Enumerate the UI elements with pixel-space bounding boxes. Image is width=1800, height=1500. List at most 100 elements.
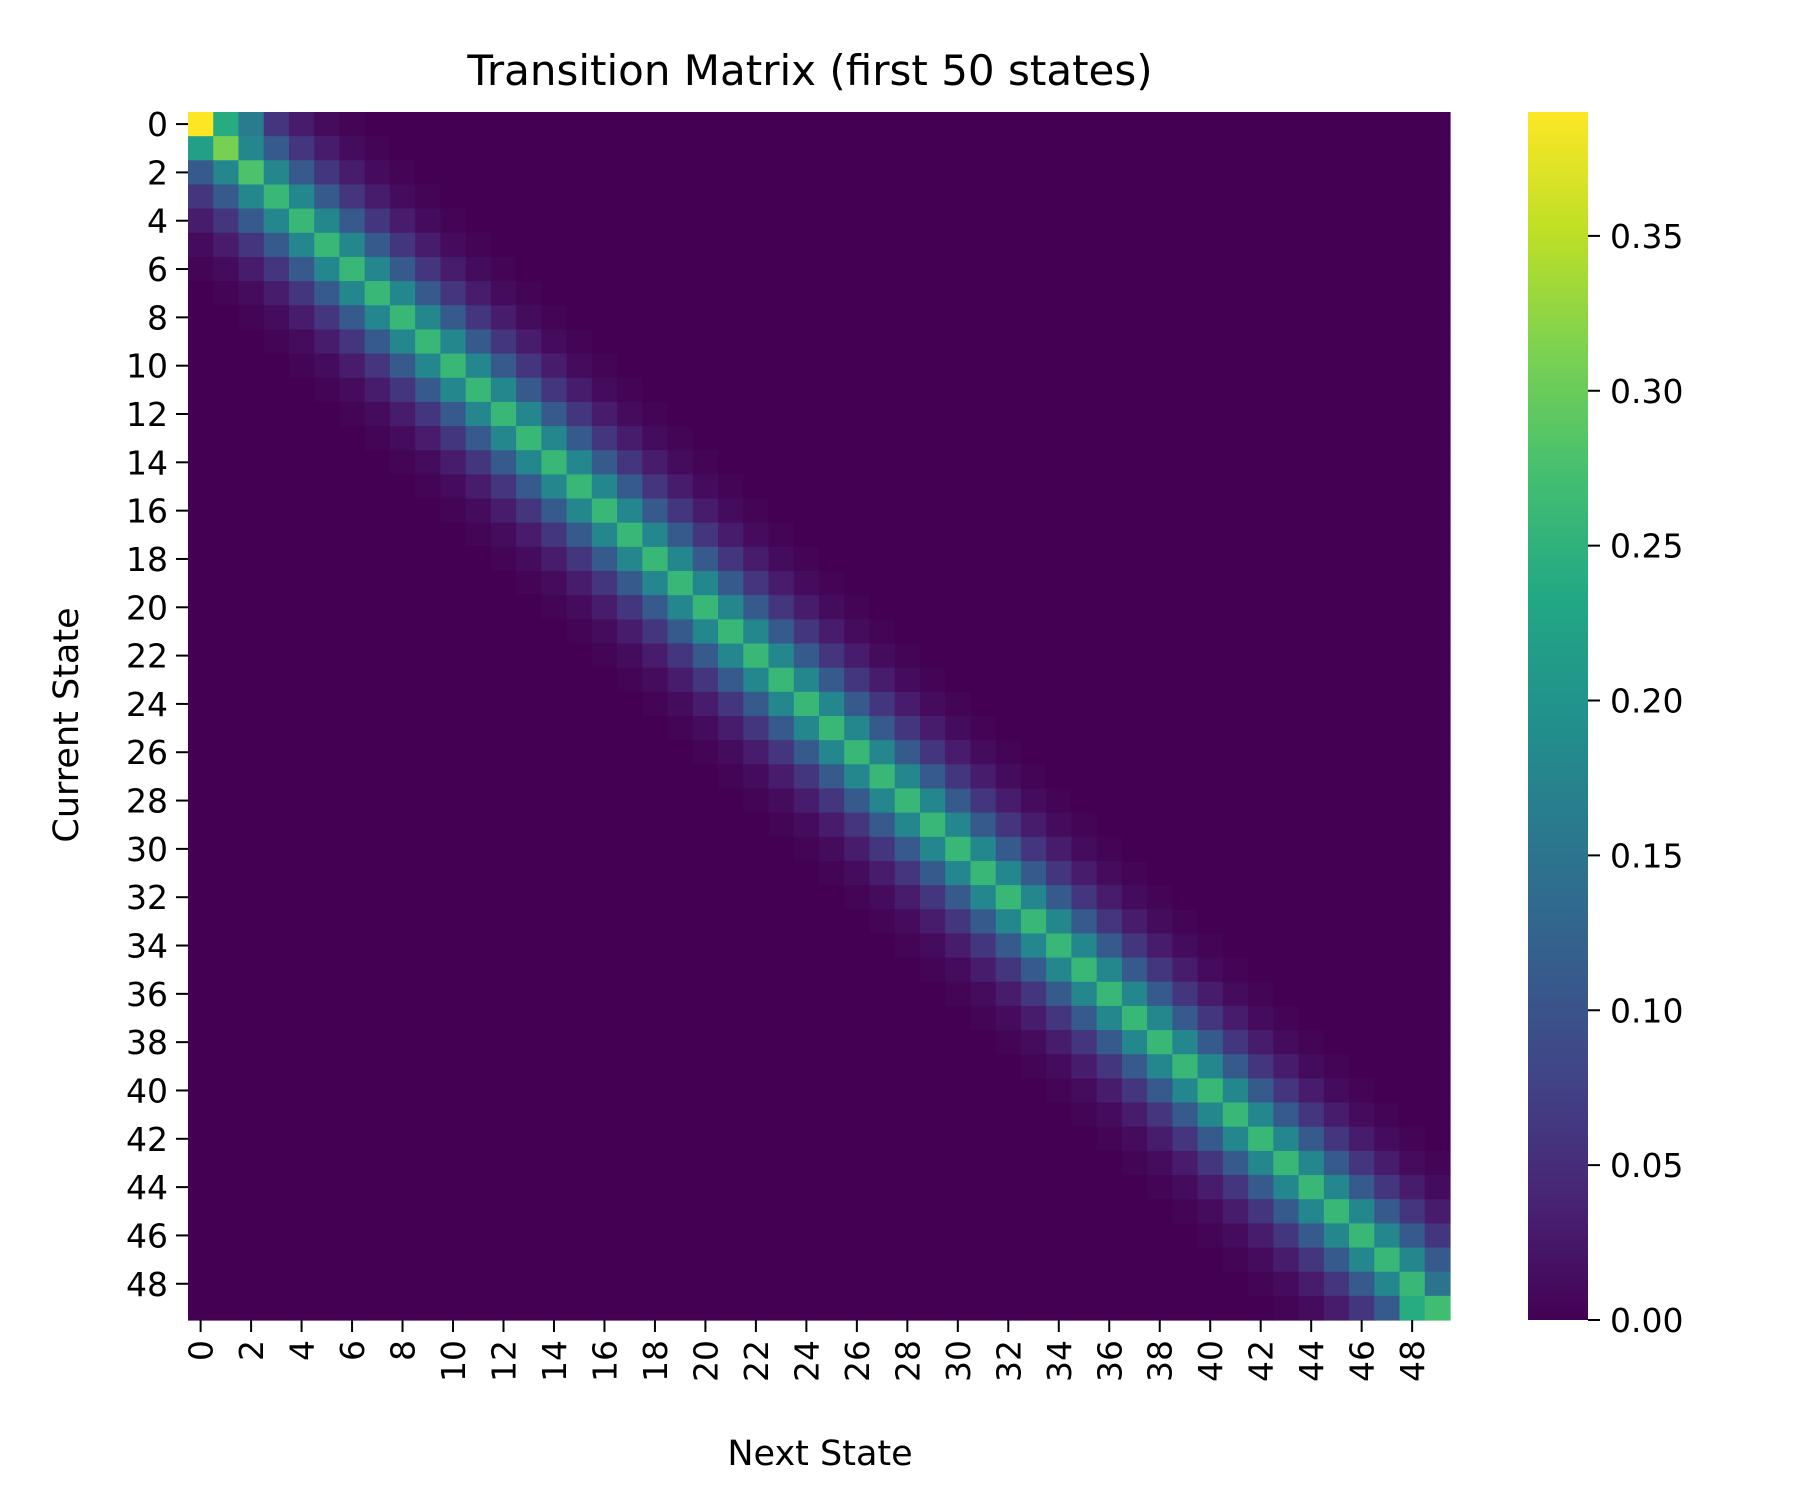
heatmap-cell	[1323, 1199, 1350, 1224]
heatmap-cell	[1222, 812, 1249, 838]
heatmap-cell	[490, 1102, 517, 1128]
heatmap-cell	[1172, 208, 1199, 234]
heatmap-cell	[1222, 1175, 1249, 1200]
heatmap-cell	[339, 1247, 366, 1273]
heatmap-cell	[819, 957, 845, 983]
heatmap-cell	[1323, 546, 1350, 572]
heatmap-cell	[238, 1054, 265, 1079]
heatmap-cell	[894, 281, 921, 306]
heatmap-cell	[1424, 1271, 1451, 1297]
y-tick-label: 34	[126, 927, 168, 966]
heatmap-cell	[692, 667, 719, 693]
heatmap-cell	[692, 498, 719, 524]
heatmap-cell	[1046, 1271, 1072, 1297]
heatmap-cell	[1399, 812, 1426, 838]
heatmap-cell	[642, 401, 669, 427]
heatmap-cell	[1323, 836, 1350, 862]
heatmap-cell	[1121, 256, 1148, 282]
heatmap-cell	[1323, 885, 1350, 910]
heatmap-cell	[793, 474, 820, 500]
heatmap-cell	[541, 377, 568, 403]
heatmap-cell	[389, 1199, 416, 1224]
heatmap-cell	[642, 643, 669, 669]
heatmap-cell	[188, 740, 214, 765]
heatmap-cell	[314, 836, 341, 862]
heatmap-cell	[1046, 1295, 1072, 1321]
y-tick-label: 42	[126, 1120, 168, 1159]
heatmap-cell	[1349, 740, 1375, 765]
heatmap-cell	[692, 836, 719, 862]
heatmap-cell	[440, 788, 467, 814]
heatmap-cell	[490, 716, 517, 741]
heatmap-cell	[894, 450, 921, 475]
heatmap-cell	[995, 981, 1022, 1007]
heatmap-cell	[389, 1295, 416, 1321]
heatmap-cell	[1046, 1030, 1072, 1055]
heatmap-cell	[541, 546, 568, 572]
heatmap-cell	[1096, 329, 1123, 355]
heatmap-cell	[238, 716, 265, 741]
heatmap-cell	[288, 1199, 315, 1224]
heatmap-cell	[440, 498, 467, 524]
heatmap-cell	[1147, 160, 1173, 186]
heatmap-cell	[718, 426, 744, 451]
heatmap-cell	[1298, 498, 1325, 524]
heatmap-cell	[566, 788, 593, 814]
heatmap-cell	[1248, 716, 1274, 741]
heatmap-cell	[339, 426, 366, 451]
heatmap-cell	[642, 909, 669, 935]
heatmap-cell	[642, 1175, 669, 1200]
heatmap-cell	[1349, 885, 1375, 910]
heatmap-cell	[238, 981, 265, 1007]
heatmap-cell	[1222, 305, 1249, 331]
heatmap-cell	[995, 1126, 1022, 1152]
heatmap-cell	[1096, 256, 1123, 282]
heatmap-cell	[1374, 1005, 1401, 1031]
heatmap-cell	[541, 450, 568, 475]
heatmap-cell	[364, 377, 391, 403]
heatmap-cell	[793, 1295, 820, 1321]
heatmap-cell	[566, 1223, 593, 1249]
heatmap-cell	[995, 1199, 1022, 1224]
heatmap-cell	[591, 1054, 618, 1079]
heatmap-cell	[1197, 232, 1224, 258]
heatmap-cell	[1147, 740, 1173, 765]
heatmap-cell	[339, 232, 366, 258]
heatmap-cell	[1424, 1150, 1451, 1176]
heatmap-cell	[1020, 353, 1047, 379]
heatmap-cell	[415, 1271, 441, 1297]
heatmap-cell	[440, 667, 467, 693]
x-tick-label: 38	[1141, 1340, 1180, 1382]
heatmap-cell	[1349, 595, 1375, 620]
heatmap-cell	[1222, 377, 1249, 403]
heatmap-cell	[1424, 909, 1451, 935]
heatmap-cell	[667, 788, 694, 814]
heatmap-cell	[819, 667, 845, 693]
heatmap-cell	[389, 1102, 416, 1128]
heatmap-cell	[1046, 933, 1072, 959]
heatmap-cell	[919, 1247, 946, 1273]
heatmap-cell	[1222, 281, 1249, 306]
heatmap-cell	[743, 401, 770, 427]
heatmap-cell	[516, 377, 542, 403]
heatmap-cell	[541, 1078, 568, 1104]
heatmap-cell	[1248, 256, 1274, 282]
heatmap-cell	[213, 667, 240, 693]
heatmap-cell	[945, 1223, 972, 1249]
heatmap-cell	[364, 281, 391, 306]
heatmap-cell	[995, 522, 1022, 548]
heatmap-cell	[844, 691, 871, 717]
heatmap-cell	[617, 353, 643, 379]
heatmap-cell	[591, 691, 618, 717]
heatmap-cell	[389, 1126, 416, 1152]
heatmap-cell	[415, 1030, 441, 1055]
heatmap-cell	[339, 860, 366, 886]
heatmap-cell	[1374, 619, 1401, 645]
heatmap-cell	[364, 571, 391, 596]
heatmap-cell	[844, 1102, 871, 1128]
heatmap-cell	[339, 1054, 366, 1079]
heatmap-cell	[844, 740, 871, 765]
heatmap-cell	[288, 1271, 315, 1297]
heatmap-cell	[945, 1078, 972, 1104]
heatmap-cell	[819, 716, 845, 741]
